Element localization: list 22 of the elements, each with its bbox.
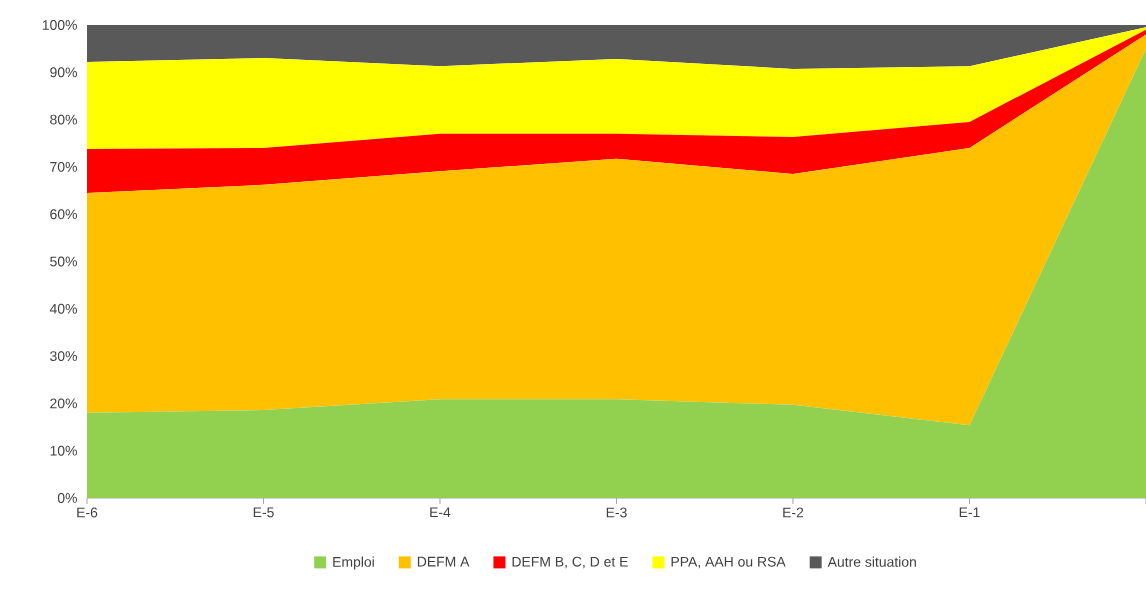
y-tick-label: 50% (50, 256, 77, 267)
legend-label: Autre situation (827, 556, 916, 567)
y-tick-label: 70% (50, 161, 77, 172)
legend-label: Emploi (333, 556, 374, 570)
x-tick-label: E-4 (430, 507, 451, 518)
y-tick-label: 0% (57, 493, 77, 503)
x-tick-label: E-1 (959, 507, 980, 518)
y-tick-label: 30% (50, 351, 77, 362)
legend-label: PPA, AAH ou RSA (671, 556, 786, 569)
y-tick-label: 90% (50, 67, 77, 78)
x-tick-label: E-6 (77, 507, 98, 518)
x-tick-label: E-5 (253, 507, 274, 518)
y-tick-label: 60% (50, 209, 77, 220)
y-tick-label: 40% (49, 303, 77, 314)
x-tick-label: E-2 (783, 507, 804, 518)
y-tick-label: 10% (50, 445, 77, 456)
y-tick-label: 100% (42, 20, 77, 30)
y-tick-label: 20% (50, 398, 77, 409)
legend-label: DEFM A (417, 556, 470, 567)
y-tick-label: 80% (50, 114, 77, 125)
x-tick-label: E-3 (606, 507, 627, 518)
legend-label: DEFM B, C, D et E (512, 556, 628, 569)
